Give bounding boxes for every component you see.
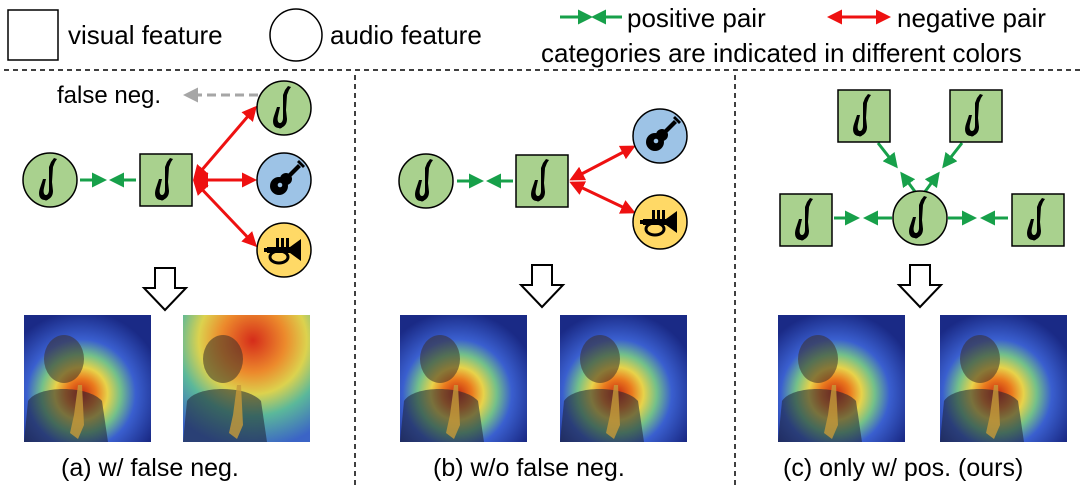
heatmap-image: [24, 315, 151, 442]
panel-a-graph: [22, 80, 312, 312]
audio-feature-label: audio feature: [330, 20, 482, 50]
false-neg-label: false neg.: [57, 82, 162, 109]
visual-feature-legend-icon: [7, 9, 59, 61]
heatmap-image: [940, 315, 1067, 442]
heatmap-image: [560, 315, 687, 442]
panel-c-caption: (c) only w/ pos. (ours): [783, 454, 1024, 482]
heatmap-image: [400, 315, 527, 442]
heatmap-image: [778, 315, 905, 442]
positive-pair-label: positive pair: [627, 3, 766, 33]
panel-a-caption: (a) w/ false neg.: [61, 454, 239, 482]
panel-b-caption: (b) w/o false neg.: [433, 454, 625, 482]
down-arrow-icon: [896, 264, 944, 309]
visual-feature-label: visual feature: [68, 20, 223, 50]
down-arrow-icon: [518, 264, 566, 309]
panel-b-graph: [398, 108, 688, 309]
audio-feature-legend-icon: [269, 8, 323, 62]
panel-c-graph: [779, 89, 1065, 309]
heatmap-image-false-neg: [183, 315, 310, 442]
down-arrow-icon: [141, 267, 189, 312]
negative-pair-arrow: [193, 105, 257, 181]
negative-pair-label: negative pair: [897, 3, 1046, 33]
colors-note: categories are indicated in different co…: [541, 38, 1022, 68]
negative-pair-arrow: [192, 179, 258, 248]
